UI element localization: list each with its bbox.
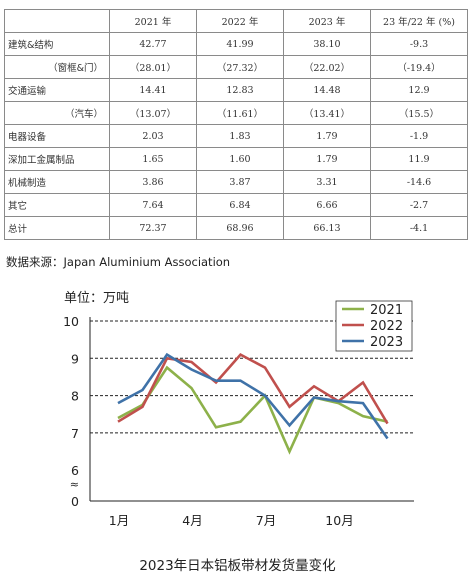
- table-cell: 3.87: [196, 170, 284, 194]
- table-body: 建筑&结构 42.77 41.99 38.10 -9.3 （窗框&门） （28.01） （27…: [4, 32, 468, 240]
- table-row-label: 其它: [4, 193, 110, 217]
- table-cell: （13.07）: [109, 101, 197, 125]
- table-cell: 14.48: [283, 78, 371, 102]
- table-row: （窗框&门） （28.01） （27.32） （22.02） （-19.4）: [4, 55, 468, 79]
- table-row-label: 深加工金属制品: [4, 147, 110, 171]
- table-header-cell: [4, 9, 110, 33]
- figure-caption: 2023年日本铝板带材发货量变化: [139, 558, 336, 574]
- table-cell: 1.60: [196, 147, 284, 171]
- table-cell: -1.9: [370, 124, 468, 148]
- x-tick-label: 4月: [182, 513, 202, 528]
- table-row: 深加工金属制品 1.65 1.60 1.79 11.9: [4, 147, 468, 171]
- y-tick-label: 10: [63, 314, 79, 329]
- table-row: 总计 72.37 68.96 66.13 -4.1: [4, 216, 468, 240]
- table-cell: 2.03: [109, 124, 197, 148]
- table-cell: -14.6: [370, 170, 468, 194]
- table-row: 机械制造 3.86 3.87 3.31 -14.6: [4, 170, 468, 194]
- table-cell: 66.13: [283, 216, 371, 240]
- table-row-label: 机械制造: [4, 170, 110, 194]
- table-cell: 14.41: [109, 78, 197, 102]
- table-cell: 1.65: [109, 147, 197, 171]
- y-tick-label: 6: [71, 463, 79, 478]
- table-cell: （28.01）: [109, 55, 197, 79]
- table-cell: 12.9: [370, 78, 468, 102]
- table-row-label: （汽车）: [4, 101, 110, 125]
- source-note: 数据来源：Japan Aluminium Association: [6, 255, 231, 269]
- table-row: 建筑&结构 42.77 41.99 38.10 -9.3: [4, 32, 468, 56]
- table-row-label: 建筑&结构: [4, 32, 110, 56]
- table-cell: 72.37: [109, 216, 197, 240]
- table-cell: （-19.4）: [370, 55, 468, 79]
- table-row-label: 电器设备: [4, 124, 110, 148]
- y-axis-unit-label: 单位：万吨: [64, 291, 129, 306]
- table-row-label: 总计: [4, 216, 110, 240]
- table-cell: （13.41）: [283, 101, 371, 125]
- table-cell: 38.10: [283, 32, 371, 56]
- table-header-cell: 2021 年: [109, 9, 197, 33]
- table-row: 其它 7.64 6.84 6.66 -2.7: [4, 193, 468, 217]
- table-cell: -2.7: [370, 193, 468, 217]
- table-header-cell: 23 年/22 年 (%): [370, 9, 468, 33]
- series-line-2022: [117, 352, 389, 425]
- legend-label-2021: 2021: [370, 303, 403, 318]
- table-cell: 3.86: [109, 170, 197, 194]
- table-row: 电器设备 2.03 1.83 1.79 -1.9: [4, 124, 468, 148]
- legend-label-2022: 2022: [370, 319, 403, 334]
- y-tick-label: 9: [71, 351, 79, 366]
- table-cell: 68.96: [196, 216, 284, 240]
- table-cell: 12.83: [196, 78, 284, 102]
- y-axis-break-mark: ≈: [70, 478, 79, 491]
- x-tick-label: 7月: [256, 513, 276, 528]
- table-cell: 1.83: [196, 124, 284, 148]
- table-header-row: 2021 年 2022 年 2023 年 23 年/22 年 (%): [4, 9, 468, 33]
- y-tick-label: 7: [71, 426, 79, 441]
- table-row: （汽车） （13.07） （11.61） （13.41） （15.5）: [4, 101, 468, 125]
- table-header-cell: 2023 年: [283, 9, 371, 33]
- table-cell: -4.1: [370, 216, 468, 240]
- series-line-2021: [117, 365, 388, 455]
- table-cell: 41.99: [196, 32, 284, 56]
- table-cell: 11.9: [370, 147, 468, 171]
- y-tick-label: 8: [71, 389, 79, 404]
- table-cell: 3.31: [283, 170, 371, 194]
- legend-label-2023: 2023: [370, 335, 403, 350]
- table-cell: 7.64: [109, 193, 197, 217]
- table-row-label: （窗框&门）: [4, 55, 110, 79]
- x-tick-label: 10月: [325, 513, 353, 528]
- table-cell: 1.79: [283, 147, 371, 171]
- table-cell: 6.66: [283, 193, 371, 217]
- table-cell: （15.5）: [370, 101, 468, 125]
- table-cell: 42.77: [109, 32, 197, 56]
- table-cell: （27.32）: [196, 55, 284, 79]
- table-row: 交通运输 14.41 12.83 14.48 12.9: [4, 78, 468, 102]
- table-cell: -9.3: [370, 32, 468, 56]
- table-cell: （22.02）: [283, 55, 371, 79]
- table-row-label: 交通运输: [4, 78, 110, 102]
- table-header-cell: 2022 年: [196, 9, 284, 33]
- y-zero-label: 0: [71, 494, 79, 509]
- table-cell: 6.84: [196, 193, 284, 217]
- table-cell: 1.79: [283, 124, 371, 148]
- shipment-table: 2021 年 2022 年 2023 年 23 年/22 年 (%) 建筑&结构…: [4, 9, 468, 240]
- x-tick-label: 1月: [109, 513, 129, 528]
- table-cell: （11.61）: [196, 101, 284, 125]
- series-line-2023: [117, 352, 389, 440]
